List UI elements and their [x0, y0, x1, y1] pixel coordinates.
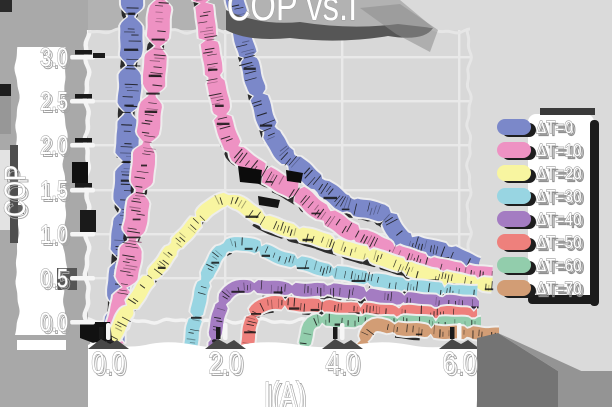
svg-text:6.0: 6.0: [445, 348, 479, 383]
svg-text:2.0: 2.0: [208, 345, 242, 380]
svg-text:0.0: 0.0: [91, 345, 125, 380]
svg-text:ΔT=50: ΔT=50: [536, 232, 581, 252]
svg-text:ΔT=20: ΔT=20: [539, 165, 584, 185]
svg-text:1.0: 1.0: [40, 220, 68, 249]
svg-text:2.5: 2.5: [42, 89, 70, 118]
svg-text:0.0: 0.0: [40, 308, 68, 337]
svg-text:0.5: 0.5: [42, 266, 70, 295]
svg-text:4.0: 4.0: [328, 348, 362, 383]
svg-text:2.5: 2.5: [40, 87, 68, 116]
svg-text:ΔT=60: ΔT=60: [536, 255, 581, 275]
svg-text:ΔT=30: ΔT=30: [539, 188, 584, 208]
svg-text:1.5: 1.5: [42, 178, 70, 207]
svg-text:ΔT=40: ΔT=40: [536, 209, 581, 229]
svg-text:ΔT=70: ΔT=70: [536, 278, 581, 298]
svg-text:ΔT=70: ΔT=70: [539, 280, 584, 300]
svg-text:1.0: 1.0: [42, 222, 70, 251]
svg-text:COP: COP: [0, 165, 32, 217]
svg-text:ΔT=20: ΔT=20: [536, 163, 581, 183]
svg-text:1.5: 1.5: [40, 176, 68, 205]
svg-text:4.0: 4.0: [325, 345, 359, 380]
svg-text:2.0: 2.0: [42, 133, 70, 162]
svg-text:0.0: 0.0: [94, 348, 128, 383]
svg-text:3.0: 3.0: [40, 43, 68, 72]
svg-text:6.0: 6.0: [442, 345, 476, 380]
svg-text:COP: COP: [0, 168, 34, 220]
svg-text:ΔT=40: ΔT=40: [539, 211, 584, 231]
svg-text:COP vs.I: COP vs.I: [227, 0, 357, 29]
svg-text:I(A): I(A): [267, 377, 307, 407]
svg-text:0.0: 0.0: [42, 310, 70, 339]
svg-text:ΔT=0: ΔT=0: [536, 117, 573, 137]
svg-text:ΔT=30: ΔT=30: [536, 186, 581, 206]
svg-text:2.0: 2.0: [211, 348, 245, 383]
svg-text:ΔT=60: ΔT=60: [539, 257, 584, 277]
svg-text:3.0: 3.0: [42, 45, 70, 74]
svg-text:ΔT=10: ΔT=10: [536, 140, 581, 160]
svg-text:2.0: 2.0: [40, 131, 68, 160]
svg-text:ΔT=0: ΔT=0: [539, 119, 576, 139]
svg-text:I(A): I(A): [264, 374, 304, 407]
svg-text:ΔT=50: ΔT=50: [539, 234, 584, 254]
svg-text:0.5: 0.5: [40, 264, 68, 293]
svg-text:ΔT=10: ΔT=10: [539, 142, 584, 162]
